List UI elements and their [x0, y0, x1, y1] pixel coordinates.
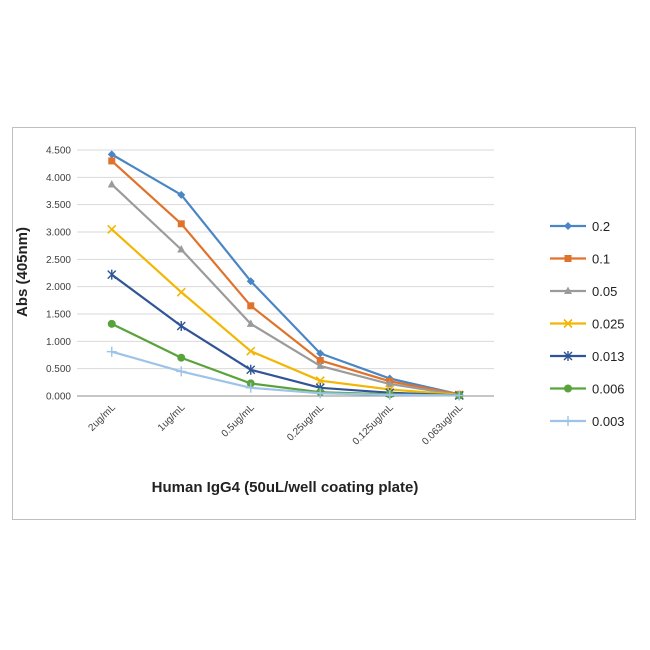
- y-tick-label: 4.000: [46, 173, 71, 184]
- point-marker: [246, 364, 256, 375]
- point-marker: [106, 346, 117, 357]
- point-marker: [316, 356, 324, 364]
- point-marker: [245, 382, 256, 393]
- legend-item: 0.025: [550, 317, 625, 332]
- y-tick-label: 4.500: [46, 146, 71, 157]
- point-marker: [177, 190, 186, 199]
- legend: 0.2 0.1 0.05 0.025 0.013 0.006 0.003: [550, 219, 625, 429]
- series-0.1: [108, 157, 463, 398]
- legend-label: 0.1: [592, 252, 610, 267]
- legend-label: 0.025: [592, 317, 625, 332]
- y-tick-label: 0.500: [46, 364, 71, 375]
- legend-item: 0.013: [550, 349, 625, 364]
- x-tick-label: 0.25ug/mL: [285, 402, 327, 444]
- point-marker: [315, 376, 325, 386]
- y-tick-label: 3.000: [46, 228, 71, 239]
- legend-label: 0.006: [592, 382, 625, 397]
- y-tick-label: 2.500: [46, 255, 71, 266]
- series-line: [111, 153, 460, 396]
- legend-item: 0.006: [550, 382, 625, 397]
- x-axis-title: Human IgG4 (50uL/well coating plate): [152, 479, 419, 496]
- series-line: [111, 228, 460, 397]
- legend-item: 0.2: [550, 219, 610, 234]
- point-marker: [454, 390, 465, 401]
- point-marker: [108, 157, 116, 165]
- point-marker: [107, 319, 116, 328]
- point-marker: [177, 244, 186, 253]
- x-axis-ticks: 2ug/mL 1ug/mL 0.5ug/mL 0.25ug/mL 0.125ug/mL 0…: [87, 402, 466, 447]
- point-marker: [107, 224, 117, 234]
- series-0.003: [106, 346, 465, 401]
- point-marker: [564, 255, 572, 262]
- x-tick-label: 2ug/mL: [87, 402, 119, 434]
- legend-label: 0.05: [592, 284, 617, 299]
- point-marker: [564, 222, 572, 230]
- legend-item: 0.003: [550, 414, 625, 429]
- y-tick-label: 3.500: [46, 200, 71, 211]
- point-marker: [176, 287, 186, 297]
- point-marker: [107, 179, 116, 188]
- point-marker: [315, 388, 326, 399]
- series-line: [110, 183, 460, 396]
- legend-label: 0.013: [592, 349, 625, 364]
- point-marker: [246, 346, 256, 356]
- point-marker: [563, 318, 573, 329]
- series-line: [111, 273, 460, 397]
- x-tick-label: 0.125ug/mL: [351, 402, 396, 447]
- point-marker: [385, 379, 394, 387]
- point-marker: [563, 351, 573, 361]
- legend-item: 0.05: [550, 284, 617, 299]
- y-axis-title: Abs (405nm): [14, 227, 31, 317]
- point-marker: [564, 286, 572, 294]
- point-marker: [246, 277, 255, 286]
- point-marker: [177, 353, 186, 362]
- point-marker: [176, 321, 186, 332]
- point-marker: [107, 269, 117, 280]
- series-0.013: [107, 269, 464, 401]
- y-tick-label: 1.000: [46, 337, 71, 348]
- point-marker: [176, 366, 187, 377]
- y-tick-label: 2.000: [46, 282, 71, 293]
- point-marker: [564, 384, 572, 393]
- x-tick-label: 0.5ug/mL: [220, 402, 258, 440]
- point-marker: [384, 389, 395, 400]
- legend-label: 0.2: [592, 219, 610, 234]
- x-tick-label: 0.063ug/mL: [420, 402, 465, 447]
- legend-label: 0.003: [592, 414, 625, 429]
- x-tick-label: 1ug/mL: [156, 402, 188, 434]
- point-marker: [247, 302, 255, 310]
- point-marker: [563, 416, 573, 426]
- point-marker: [316, 349, 325, 358]
- point-marker: [177, 220, 185, 228]
- series-line: [111, 160, 460, 396]
- point-marker: [246, 319, 255, 327]
- series-group: [106, 150, 465, 401]
- point-marker: [107, 150, 116, 159]
- chart-frame: [12, 127, 636, 520]
- legend-item: 0.1: [550, 252, 610, 267]
- y-axis-ticks: 0.000 0.500 1.000 1.500 2.000 2.500 3.000 3.500…: [46, 146, 71, 403]
- series-line: [111, 350, 460, 397]
- y-tick-label: 1.500: [46, 310, 71, 321]
- y-tick-label: 0.000: [46, 392, 71, 403]
- point-marker: [316, 361, 325, 369]
